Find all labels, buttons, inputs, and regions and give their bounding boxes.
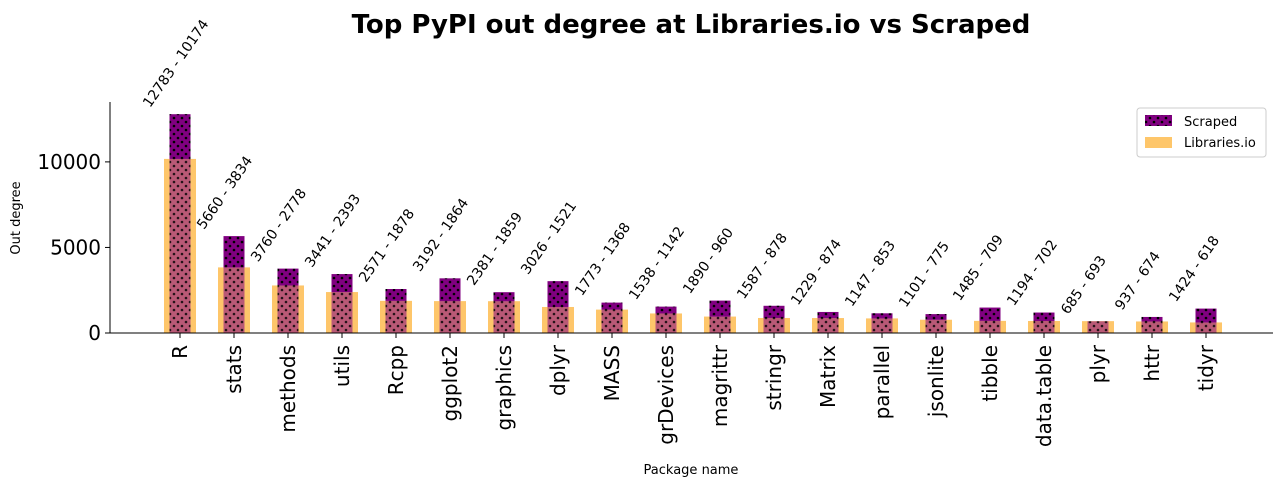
x-axis-label: Package name bbox=[644, 463, 739, 478]
bar-scraped-top-pattern-stats bbox=[223, 236, 245, 268]
data-label-rcpp: 2571 - 1878 bbox=[356, 206, 418, 285]
data-label-dplyr: 3026 - 1521 bbox=[518, 199, 580, 278]
data-label-parallel: 1147 - 853 bbox=[842, 238, 899, 310]
bar-scraped-top-pattern-r bbox=[169, 114, 191, 159]
chart-title: Top PyPI out degree at Libraries.io vs S… bbox=[352, 10, 1031, 40]
legend: Scraped Libraries.io bbox=[1136, 107, 1267, 158]
bar-scraped-top-pattern-parallel bbox=[871, 313, 893, 319]
bar-scraped-pattern-plyr bbox=[1087, 321, 1109, 333]
x-tick-label-stringr: stringr bbox=[762, 344, 786, 410]
data-label-mass: 1773 - 1368 bbox=[572, 220, 634, 299]
x-tick-label-tidyr: tidyr bbox=[1194, 344, 1218, 391]
x-tick-label-grdevices: grDevices bbox=[654, 345, 678, 445]
bar-scraped-top-pattern-ggplot2 bbox=[439, 278, 461, 302]
y-axis-label: Out degree bbox=[9, 181, 24, 254]
legend-label-scraped: Scraped bbox=[1184, 115, 1237, 130]
bars-group bbox=[164, 114, 1222, 333]
bar-scraped-pattern-graphics bbox=[493, 292, 515, 333]
bar-scraped-top-pattern-stringr bbox=[763, 305, 785, 318]
bar-scraped-top-pattern-httr bbox=[1141, 316, 1163, 322]
data-label-httr: 937 - 674 bbox=[1112, 249, 1164, 313]
data-label-stringr: 1587 - 878 bbox=[734, 230, 791, 302]
data-label-r: 12783 - 10174 bbox=[140, 17, 212, 111]
bar-scraped-top-pattern-jsonlite bbox=[925, 314, 947, 320]
data-label-data-table: 1194 - 702 bbox=[1004, 237, 1061, 309]
x-tick-label-parallel: parallel bbox=[870, 345, 894, 419]
x-tick-label-plyr: plyr bbox=[1086, 344, 1110, 383]
legend-label-libraries-io: Libraries.io bbox=[1184, 136, 1256, 151]
bar-scraped-top-pattern-graphics bbox=[493, 292, 515, 302]
data-label-methods: 3760 - 2778 bbox=[248, 186, 310, 265]
legend-swatch-scraped-pattern bbox=[1145, 115, 1172, 126]
x-tick-label-utils: utils bbox=[330, 345, 354, 387]
y-tick-label: 5000 bbox=[50, 235, 101, 259]
data-label-tidyr: 1424 - 618 bbox=[1166, 233, 1223, 305]
x-tick-label-magrittr: magrittr bbox=[708, 344, 732, 427]
bar-scraped-top-pattern-utils bbox=[331, 274, 353, 293]
x-tick-label-matrix: Matrix bbox=[816, 345, 840, 408]
y-tick-label: 0 bbox=[88, 321, 101, 345]
data-label-utils: 3441 - 2393 bbox=[302, 191, 364, 270]
x-tick-label-jsonlite: jsonlite bbox=[924, 345, 948, 418]
x-tick-label-httr: httr bbox=[1140, 344, 1164, 381]
x-tick-label-r: R bbox=[168, 345, 192, 359]
bar-scraped-top-pattern-matrix bbox=[817, 311, 839, 319]
x-tick-label-methods: methods bbox=[276, 345, 300, 433]
bar-scraped-top-pattern-data-table bbox=[1033, 312, 1055, 321]
data-label-jsonlite: 1101 - 775 bbox=[896, 239, 953, 311]
x-tick-label-data-table: data.table bbox=[1032, 345, 1056, 447]
y-tick-label: 10000 bbox=[37, 150, 101, 174]
x-tick-label-tibble: tibble bbox=[978, 345, 1002, 402]
bar-scraped-pattern-r bbox=[169, 114, 191, 333]
x-tick-label-mass: MASS bbox=[600, 345, 624, 401]
data-label-stats: 5660 - 3834 bbox=[194, 153, 256, 232]
data-label-matrix: 1229 - 874 bbox=[788, 237, 845, 309]
bar-scraped-top-pattern-grdevices bbox=[655, 306, 677, 314]
x-tick-label-graphics: graphics bbox=[492, 345, 516, 431]
y-ticks-group: 0 5000 10000 bbox=[37, 150, 110, 345]
bar-scraped-top-pattern-tidyr bbox=[1195, 308, 1217, 323]
data-label-plyr: 685 - 693 bbox=[1058, 253, 1110, 317]
data-label-graphics: 2381 - 1859 bbox=[464, 210, 526, 289]
bar-scraped-pattern-mass bbox=[601, 302, 623, 333]
legend-swatch-libraries-io bbox=[1145, 137, 1172, 148]
x-tick-label-stats: stats bbox=[222, 345, 246, 394]
data-label-magrittr: 1890 - 960 bbox=[680, 225, 737, 297]
bar-scraped-top-pattern-dplyr bbox=[547, 281, 569, 307]
bar-scraped-top-pattern-rcpp bbox=[385, 289, 407, 301]
bar-scraped-top-pattern-mass bbox=[601, 302, 623, 310]
bar-scraped-top-pattern-magrittr bbox=[709, 300, 731, 317]
data-label-grdevices: 1538 - 1142 bbox=[626, 224, 688, 303]
data-label-tibble: 1485 - 709 bbox=[950, 232, 1007, 304]
x-tick-label-ggplot2: ggplot2 bbox=[438, 345, 462, 421]
bar-scraped-top-pattern-methods bbox=[277, 268, 299, 286]
x-tick-label-dplyr: dplyr bbox=[546, 344, 570, 396]
data-label-ggplot2: 3192 - 1864 bbox=[410, 196, 472, 275]
bar-scraped-top-pattern-tibble bbox=[979, 307, 1001, 321]
x-tick-label-rcpp: Rcpp bbox=[384, 345, 408, 395]
